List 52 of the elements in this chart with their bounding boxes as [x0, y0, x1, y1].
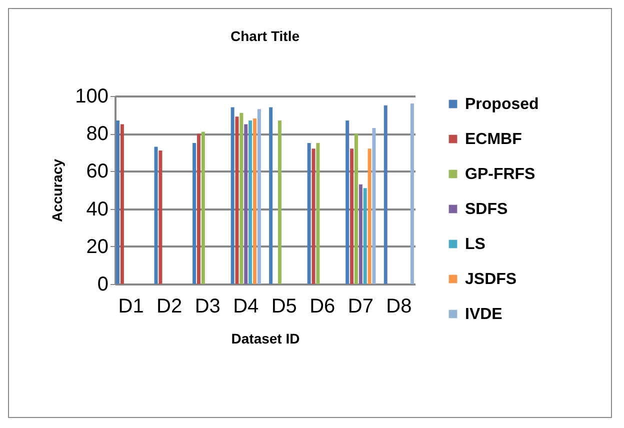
y-axis-title: Accuracy: [49, 158, 66, 222]
bar: [384, 105, 388, 284]
legend-label: ECMBF: [465, 131, 522, 148]
bar: [354, 134, 358, 284]
y-tick-label: 0: [97, 274, 108, 296]
legend-label: SDFS: [465, 201, 508, 218]
bar: [372, 128, 376, 284]
bar: [154, 146, 158, 284]
y-tick-label: 40: [86, 198, 108, 220]
x-tick-label: D6: [310, 296, 336, 318]
x-tick-label: D1: [118, 296, 144, 318]
bar: [257, 109, 261, 284]
x-tick-label: D7: [348, 296, 374, 318]
legend-label: LS: [465, 236, 486, 253]
bar: [410, 104, 414, 284]
bar: [350, 148, 354, 284]
bar: [120, 124, 124, 284]
x-tick-label: D5: [271, 296, 297, 318]
bar: [316, 143, 320, 284]
x-axis-title: Dataset ID: [231, 330, 300, 346]
x-tick-label: D8: [386, 296, 412, 318]
bar: [368, 148, 372, 284]
bar: [363, 188, 367, 284]
bar: [240, 112, 244, 284]
legend-label: GP-FRFS: [465, 166, 536, 183]
y-tick-label: 20: [86, 236, 108, 258]
bar: [116, 120, 120, 284]
bar: [196, 134, 200, 284]
bar: [307, 143, 311, 284]
bar: [269, 107, 273, 284]
x-tick-label: D3: [194, 296, 220, 318]
bar: [244, 124, 248, 284]
bar: [312, 148, 316, 284]
bar: [192, 143, 196, 284]
x-tick-label: D4: [233, 296, 259, 318]
legend-label: Proposed: [465, 96, 539, 113]
bar: [158, 150, 162, 284]
legend-label: IVDE: [465, 306, 503, 323]
bar: [248, 120, 252, 284]
y-tick-label: 60: [86, 160, 108, 183]
y-tick-label: 100: [75, 86, 108, 108]
bar: [230, 107, 234, 284]
bar: [358, 184, 362, 284]
y-tick-label: 80: [86, 123, 108, 146]
bar: [252, 118, 256, 284]
bar: [201, 132, 205, 284]
bar: [346, 120, 350, 284]
legend-label: JSDFS: [465, 271, 517, 288]
chart-title: Chart Title: [230, 28, 300, 44]
x-tick-label: D2: [156, 296, 182, 318]
bar: [278, 120, 282, 284]
bar: [235, 116, 239, 284]
